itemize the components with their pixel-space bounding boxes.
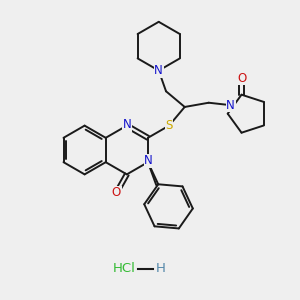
Text: N: N bbox=[226, 99, 235, 112]
Text: N: N bbox=[154, 64, 163, 77]
Text: N: N bbox=[122, 118, 131, 131]
Text: O: O bbox=[112, 186, 121, 199]
Text: S: S bbox=[165, 119, 173, 132]
Text: N: N bbox=[144, 154, 153, 167]
Text: HCl: HCl bbox=[112, 262, 135, 275]
Text: H: H bbox=[156, 262, 166, 275]
Text: O: O bbox=[237, 72, 246, 85]
